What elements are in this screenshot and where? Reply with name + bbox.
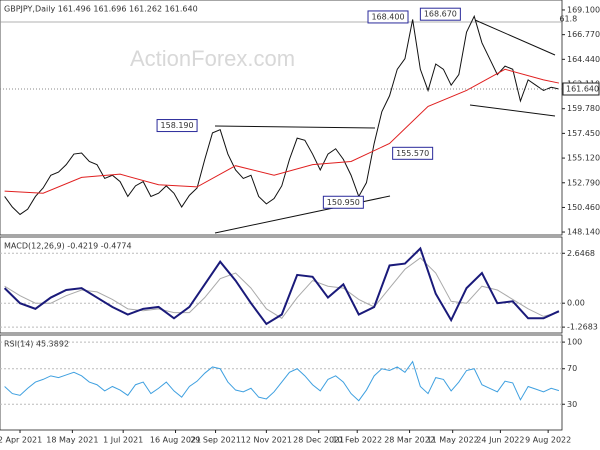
annotation: 61.8: [559, 14, 577, 23]
watermark: ActionForex.com: [130, 46, 295, 71]
line-series: [4, 257, 560, 319]
annotation-box: [156, 119, 198, 133]
trend-line: [469, 104, 556, 117]
x-tick-label: 29 Sep 2021: [190, 436, 241, 445]
y-tick-label: 169.100: [567, 5, 600, 14]
trend-line: [474, 19, 556, 56]
trend-line: [214, 125, 376, 129]
x-tick-label: 2 Apr 2021: [0, 436, 42, 445]
panel-header: MACD(12,26,9) -0.4219 -0.4774: [4, 242, 132, 251]
line-series: [3, 246, 560, 326]
y-tick-label: 150.460: [567, 203, 600, 212]
line-series: [4, 14, 560, 216]
y-tick-label: 157.450: [567, 129, 600, 138]
x-tick-label: 24 Jun 2022: [476, 436, 524, 445]
line-series: [4, 68, 560, 194]
last-price-label: 161.640: [566, 84, 599, 93]
x-tick-label: 12 Nov 2021: [241, 436, 292, 445]
annotation: 168.670: [424, 10, 457, 19]
y-tick-label: 164.440: [567, 55, 600, 64]
y-tick-label: 30: [567, 400, 577, 409]
annotation-box: [392, 146, 434, 160]
y-tick-label: -1.2683: [567, 323, 598, 332]
x-tick-label: 28 Mar 2022: [384, 436, 435, 445]
x-tick-label: 10 Feb 2022: [332, 436, 382, 445]
panel-header: RSI(14) 45.3892: [4, 340, 69, 349]
y-tick-label: 2.6468: [567, 249, 595, 258]
annotation-box: [419, 7, 461, 21]
annotation-box: [367, 10, 409, 24]
annotation: 150.950: [327, 198, 360, 207]
panel-header: GBPJPY,Daily 161.496 161.696 161.262 161…: [4, 5, 198, 14]
y-tick-label: 159.780: [567, 104, 600, 113]
last-price-box: [562, 82, 600, 96]
annotation: 168.400: [371, 12, 404, 21]
price-panel: [0, 0, 563, 236]
x-tick-label: 9 Aug 2022: [525, 436, 571, 445]
y-tick-label: 166.770: [567, 30, 600, 39]
line-series: [4, 360, 560, 402]
x-tick-label: 28 Dec 2021: [293, 436, 344, 445]
y-tick-label: 148.140: [567, 228, 600, 237]
x-tick-label: 11 May 2022: [427, 436, 479, 445]
rsi-panel: [0, 334, 563, 431]
macd-panel: [0, 236, 563, 334]
y-tick-label: 100: [567, 338, 582, 347]
y-tick-label: 70: [567, 364, 577, 373]
y-tick-label: 152.790: [567, 178, 600, 187]
x-tick-label: 1 Jul 2021: [103, 436, 143, 445]
x-tick-label: 16 Aug 2021: [150, 436, 201, 445]
x-tick-label: 18 May 2021: [46, 436, 98, 445]
y-tick-label: 0.00: [567, 299, 585, 308]
annotation-box: [322, 195, 364, 209]
annotation: 155.570: [396, 149, 429, 158]
annotation: 158.190: [161, 121, 194, 130]
y-tick-label: 155.120: [567, 154, 600, 163]
